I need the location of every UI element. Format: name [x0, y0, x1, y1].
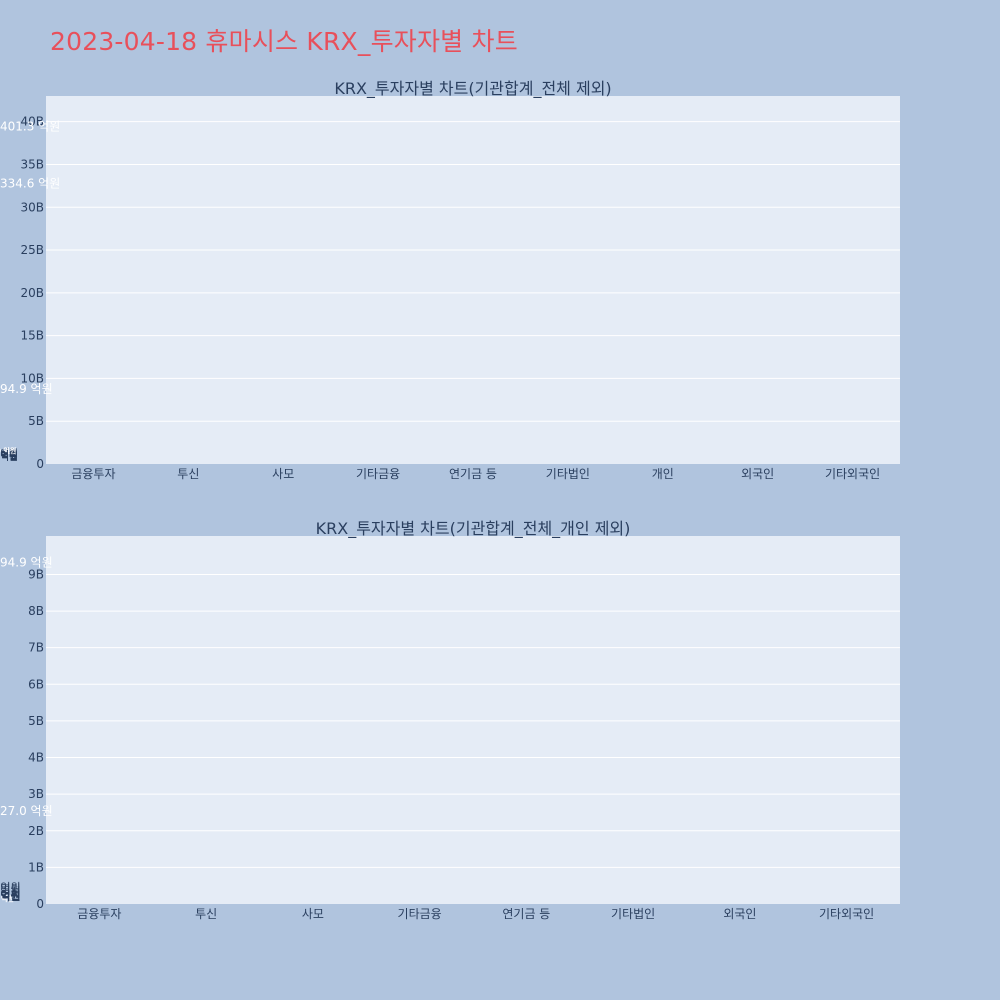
y-tick-label: 9B: [28, 567, 44, 581]
bar-label: 4.1 억원: [0, 447, 18, 459]
x-tick-label: 금융투자: [77, 907, 121, 921]
bar-label: 0.1 억원: [0, 451, 18, 463]
bar-label: 0.0 억원: [0, 451, 18, 463]
y-tick-label: 10B: [20, 371, 44, 385]
y-tick-label: 8B: [28, 604, 44, 618]
chart-panel-1: 0 5B 10B 15B 20B 25B 30B 35B 40B KRX_투자자별 차트(기관합계…: [0, 79, 900, 481]
plot-area: [46, 536, 900, 904]
bar-label: 27.0 억원: [0, 804, 53, 818]
x-tick-label: 개인: [652, 467, 674, 481]
bar-label: 2.4 억원: [0, 449, 18, 461]
y-tick-label: 40B: [20, 115, 44, 129]
x-tick-label: 연기금 등: [502, 907, 550, 921]
y-tick-label: 2B: [28, 824, 44, 838]
y-tick-label: 25B: [20, 243, 44, 257]
x-tick-label: 외국인: [741, 467, 774, 481]
bar-label: 401.3 억원: [0, 120, 60, 134]
bar-label: 94.9 억원: [0, 382, 53, 396]
y-tick-label: 20B: [20, 286, 44, 300]
bar-label: 0.0 억원: [0, 451, 18, 463]
y-tick-label: 4B: [28, 751, 44, 765]
y-tick-label: 15B: [20, 329, 44, 343]
bar-label: 0.3 억원: [0, 889, 21, 902]
x-tick-label: 기타금융: [398, 907, 442, 921]
y-tick-label: 0: [36, 457, 44, 471]
x-tick-label: 기타법인: [611, 907, 655, 921]
chart-title: KRX_투자자별 차트(기관합계_전체_개인 제외): [316, 519, 631, 539]
bar-label: 0.0 억원: [0, 451, 18, 463]
page-title: 2023-04-18 휴마시스 KRX_투자자별 차트: [50, 27, 518, 56]
y-tick-label: 0: [36, 897, 44, 911]
bar-label: 2.0 억원: [0, 883, 21, 896]
x-tick-label: 금융투자: [71, 467, 115, 481]
bar-label: 1.4 억원: [0, 450, 18, 462]
x-tick-label: 사모: [272, 467, 294, 481]
x-tick-label: 기타외국인: [819, 907, 874, 921]
bar-label: 94.9 억원: [0, 556, 53, 570]
bar-label: 27.0 억원: [0, 446, 16, 455]
bar-label: 0.0 억원: [0, 890, 21, 903]
x-tick-label: 기타금융: [356, 467, 400, 481]
plot-area: [46, 96, 900, 464]
y-tick-label: 5B: [28, 714, 44, 728]
y-tick-label: 1B: [28, 860, 44, 874]
y-tick-label: 5B: [28, 414, 44, 428]
y-tick-label: 6B: [28, 677, 44, 691]
x-tick-label: 사모: [302, 907, 324, 921]
bar-label: 1.4 억원: [0, 885, 21, 898]
y-tick-label: 7B: [28, 641, 44, 655]
bar-label: 0.1 억원: [0, 890, 21, 903]
x-tick-label: 외국인: [723, 907, 756, 921]
chart-panel-2: 0 1B 2B 3B 4B 5B 6B 7B 8B 9B KRX_투자자별 차트(기관합계_전체_개…: [0, 519, 900, 921]
x-tick-label: 연기금 등: [449, 467, 497, 481]
bar-label: 2.4 억원: [0, 881, 21, 894]
x-tick-label: 투신: [177, 467, 199, 481]
bar-label: 0.3 억원: [0, 451, 18, 463]
y-tick-label: 3B: [28, 787, 44, 801]
bar-label: 0.0 억원: [0, 890, 21, 903]
x-tick-label: 기타법인: [546, 467, 590, 481]
bar-label: 2.0 억원: [0, 449, 18, 461]
y-tick-label: 35B: [20, 157, 44, 171]
bar-label: 0.4 억원: [0, 889, 21, 902]
y-tick-label: 30B: [20, 200, 44, 214]
chart-title: KRX_투자자별 차트(기관합계_전체 제외): [334, 79, 611, 99]
x-tick-label: 기타외국인: [825, 467, 880, 481]
bar-label: 334.6 억원: [0, 177, 60, 191]
bar-label: 0.4 억원: [0, 451, 18, 463]
bar-label: 0.0 억원: [0, 890, 21, 903]
x-tick-label: 투신: [195, 907, 217, 921]
bar-label: 4.1 억원: [0, 894, 14, 903]
